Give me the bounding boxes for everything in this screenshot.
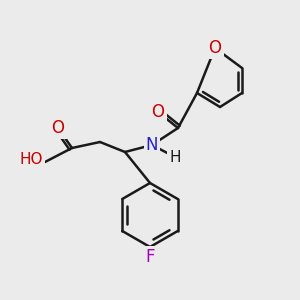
Text: N: N [146,136,158,154]
Text: O: O [208,39,221,57]
Text: H: H [169,149,181,164]
Text: O: O [52,119,64,137]
Text: O: O [152,103,164,121]
Text: F: F [145,248,155,266]
Text: HO: HO [20,152,43,167]
